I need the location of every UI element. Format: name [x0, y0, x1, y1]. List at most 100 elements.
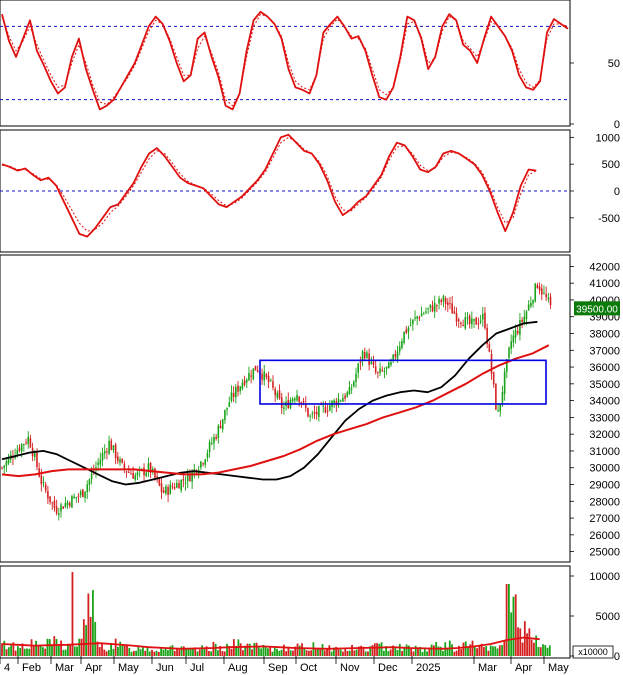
price-candle-body [42, 482, 45, 484]
volume-bar [185, 649, 188, 656]
price-candles [1, 282, 552, 521]
volume-bar [398, 643, 401, 656]
volume-bar [157, 651, 160, 656]
volume-bar [248, 643, 251, 656]
volume-bar [294, 646, 297, 656]
volume-bar [357, 646, 360, 656]
price-candle-body [147, 463, 150, 472]
volume-bar [162, 649, 165, 656]
volume-bar [135, 650, 138, 656]
volume-bar [212, 641, 215, 656]
y-tick-label: 31000 [589, 446, 620, 458]
last-price-box [574, 301, 620, 316]
price-candle-body [160, 483, 163, 493]
volume-bar [392, 645, 394, 656]
volume-bar [114, 638, 117, 656]
last-price-tag: 39500.00 [574, 301, 620, 316]
price-candle-body [495, 383, 497, 410]
price-candle-body [519, 320, 521, 335]
x-tick-label: Jun [156, 662, 174, 674]
price-candle-body [440, 299, 443, 303]
price-candle-body [300, 402, 303, 404]
price-candle-body [512, 335, 515, 343]
price-candle-body [471, 318, 473, 325]
volume-bar [76, 646, 78, 656]
price-candle-body [90, 473, 93, 480]
price-candle-body [388, 362, 390, 369]
volume-bar [60, 640, 63, 656]
volume-bar [12, 642, 15, 656]
volume-unit-frame [572, 645, 614, 659]
volume-bar [328, 645, 331, 656]
price-candle-body [110, 440, 113, 451]
volume-bar [46, 638, 49, 656]
volume-bar [492, 646, 494, 656]
price-candle-body [339, 400, 342, 402]
price-candle-body [97, 462, 99, 465]
x-tick-label: Sep [268, 662, 288, 674]
price-candle-body [75, 496, 78, 498]
volume-bar [21, 643, 24, 656]
price-candle-body [213, 437, 215, 444]
volume-bar [382, 650, 385, 656]
price-candle-body [180, 479, 182, 491]
volume-bar [494, 646, 497, 656]
volume-bar [264, 646, 267, 656]
volume-bar [360, 645, 363, 656]
x-tick-label: Dec [378, 662, 398, 674]
volume-bar [276, 648, 278, 656]
price-candle-body [501, 391, 504, 403]
volume-bar [432, 645, 435, 656]
y-tick-label: 0 [614, 119, 620, 131]
price-candle-body [344, 395, 346, 399]
price-candle-body [455, 313, 458, 322]
price-candle-body [538, 286, 541, 291]
volume-bar [342, 651, 344, 656]
price-candle-body [444, 298, 447, 304]
volume-moving-average [1, 636, 540, 650]
price-candle-body [361, 351, 364, 361]
volume-bar [378, 643, 381, 656]
volume-bar [457, 645, 460, 656]
price-candle-body [53, 500, 56, 509]
price-candle-body [224, 409, 226, 421]
price-candle-body [379, 368, 381, 373]
price-candle-body [117, 456, 119, 462]
price-candle-body [298, 396, 301, 403]
price-candle-body [302, 400, 305, 402]
price-candle-body [136, 472, 139, 476]
momentum-signal-line [1, 136, 537, 232]
volume-bar [30, 639, 33, 656]
volume-bar [221, 651, 224, 656]
volume-bar [519, 628, 522, 656]
price-candle-body [189, 474, 191, 482]
price-candle-body [158, 479, 161, 486]
volume-bar [369, 646, 372, 656]
price-candle-body [51, 502, 54, 504]
price-candle-body [36, 451, 38, 467]
price-candle-body [398, 346, 401, 352]
price-candle-body [383, 370, 386, 372]
volume-bar [307, 650, 310, 656]
panel-frames [0, 0, 571, 659]
volume-bar [5, 649, 8, 656]
volume-bar [244, 645, 247, 656]
volume-bar [446, 648, 449, 656]
y-tick-label: -500 [598, 213, 620, 225]
price-candle-body [103, 450, 106, 454]
volume-bar [117, 646, 119, 656]
volume-bar [471, 640, 474, 656]
price-candle-body [534, 283, 537, 302]
price-candle-body [540, 288, 543, 295]
price-candle-body [206, 452, 209, 458]
price-candle-body [84, 491, 86, 498]
volume-bar [410, 648, 413, 656]
volume-bar [337, 649, 340, 656]
price-candle-body [366, 352, 368, 358]
price-candle-body [412, 319, 414, 325]
volume-bar [155, 650, 158, 656]
price-candle-body [221, 419, 224, 430]
volume-bar [323, 650, 326, 656]
y-tick-label: 30000 [589, 463, 620, 475]
